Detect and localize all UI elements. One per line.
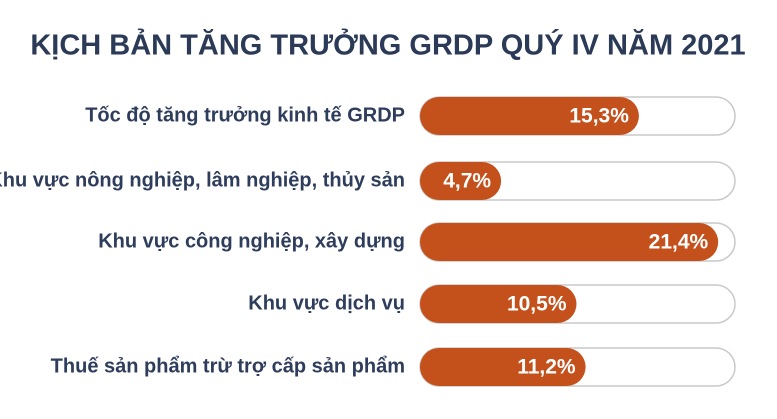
chart-title: KỊCH BẢN TĂNG TRƯỞNG GRDP QUÝ IV NĂM 202… xyxy=(30,28,745,62)
category-label: Khu vực công nghiệp, xây dựng xyxy=(98,230,405,252)
category-label: Thuế sản phẩm trừ trợ cấp sản phẩm xyxy=(51,355,405,377)
category-label: Khu vực dịch vụ xyxy=(248,292,405,314)
value-label: 4,7% xyxy=(443,170,491,193)
bar xyxy=(420,162,502,200)
value-label: 11,2% xyxy=(517,356,576,379)
category-label: Khu vực nông nghiệp, lâm nghiệp, thủy sả… xyxy=(0,169,405,191)
bar xyxy=(420,348,586,386)
value-label: 10,5% xyxy=(507,293,567,316)
bar xyxy=(420,97,639,135)
value-label: 21,4% xyxy=(649,231,709,254)
bar xyxy=(420,223,719,261)
value-label: 15,3% xyxy=(569,105,629,128)
category-label: Tốc độ tăng trưởng kinh tế GRDP xyxy=(85,104,405,126)
bar xyxy=(420,285,577,323)
